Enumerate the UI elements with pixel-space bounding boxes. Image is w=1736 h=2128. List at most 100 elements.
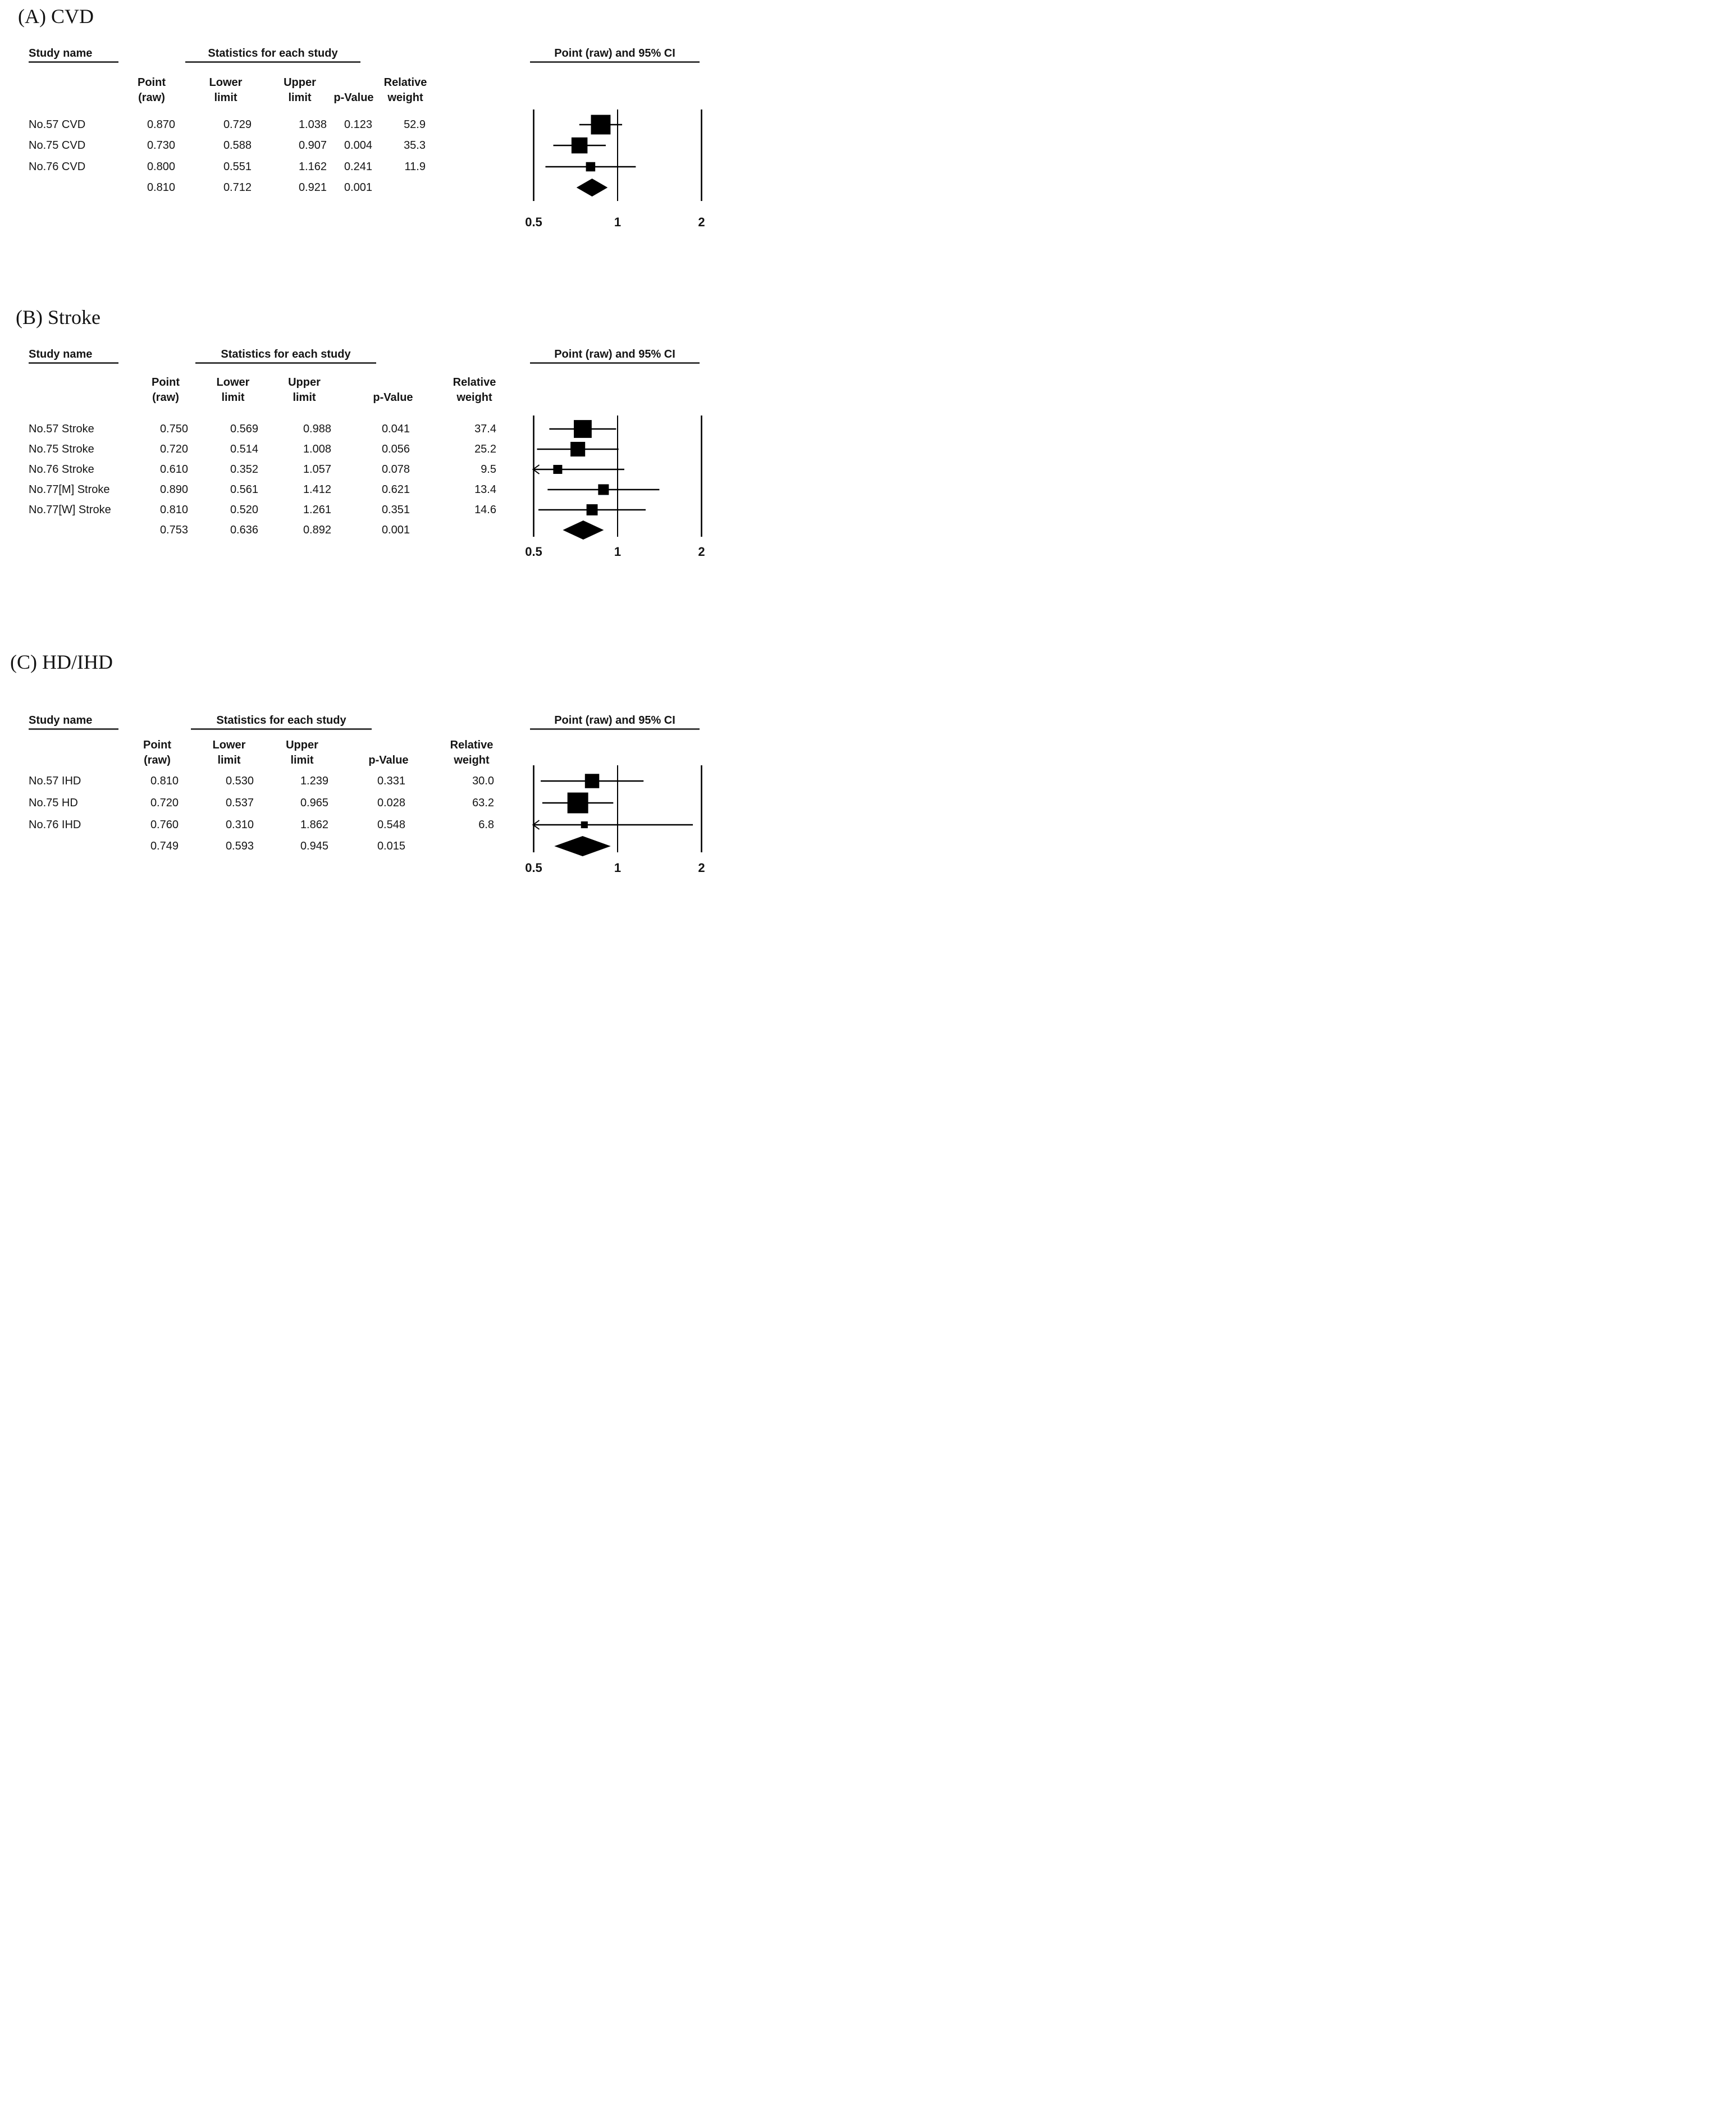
subheader-line: (raw) [138, 92, 165, 104]
relative-weight-cell: 35.3 [404, 139, 426, 152]
panel-hd-ihd: (C) HD/IHD Study name Statistics for eac… [0, 640, 719, 881]
study-row: No.75 CVD 0.730 0.588 0.907 0.004 35.3 [0, 138, 522, 153]
upper-limit-cell: 1.862 [300, 819, 328, 831]
subheader-line: limit [217, 754, 241, 766]
point-cell: 0.749 [150, 840, 179, 852]
upper-limit-cell: 0.921 [298, 181, 327, 194]
point-cell: 0.750 [159, 423, 188, 435]
subheader-weight: Relative weight [369, 75, 442, 106]
subheader-line: weight [387, 92, 423, 104]
summary-diamond [576, 179, 608, 197]
subheader-pvalue: p-Value [352, 738, 425, 768]
subheader-line: Relative [453, 376, 496, 389]
study-name-cell: No.57 CVD [29, 118, 86, 131]
lower-limit-cell: 0.636 [230, 524, 258, 536]
point-cell: 0.610 [159, 463, 188, 476]
upper-limit-cell: 1.038 [298, 118, 327, 131]
p-value-cell: 0.056 [381, 443, 410, 455]
subheader-line: Lower [212, 739, 246, 751]
subheader-line: Point [138, 76, 166, 89]
forest-plot-svg [532, 765, 702, 856]
subheader-line: limit [288, 92, 312, 104]
lower-limit-cell: 0.310 [225, 819, 254, 831]
subheader-pvalue: p-Value [317, 75, 390, 106]
summary-row: 0.749 0.593 0.945 0.015 [0, 839, 522, 853]
point-square [598, 484, 609, 495]
relative-weight-cell: 63.2 [472, 797, 494, 809]
subheader-point: Point (raw) [115, 75, 188, 106]
upper-limit-cell: 1.057 [303, 463, 331, 476]
subheader-line: (raw) [144, 754, 171, 766]
lower-limit-cell: 0.530 [225, 775, 254, 787]
subheader-line: limit [290, 754, 314, 766]
relative-weight-cell: 52.9 [404, 118, 426, 131]
study-row: No.76 CVD 0.800 0.551 1.162 0.241 11.9 [0, 159, 522, 174]
panel-stroke: (B) Stroke Study name Statistics for eac… [0, 281, 719, 640]
point-cell: 0.730 [147, 139, 175, 152]
p-value-cell: 0.548 [377, 819, 405, 831]
forest-plot-svg [532, 415, 702, 540]
study-name-cell: No.77[M] Stroke [29, 483, 110, 496]
study-name-cell: No.76 CVD [29, 161, 86, 173]
forest-plot-svg [533, 109, 702, 201]
study-col-header: Study name [29, 714, 118, 730]
plot-col-header: Point (raw) and 95% CI [530, 348, 700, 364]
point-cell: 0.720 [150, 797, 179, 809]
stats-col-header: Statistics for each study [185, 47, 360, 63]
axis-tick-label: 1 [614, 215, 622, 229]
p-value-cell: 0.004 [344, 139, 372, 152]
subheader-line: (raw) [152, 391, 179, 404]
p-value-cell: 0.331 [377, 775, 405, 787]
subheader-line: limit [293, 391, 316, 404]
point-square [586, 162, 596, 172]
point-square [581, 821, 588, 829]
lower-limit-cell: 0.569 [230, 423, 258, 435]
upper-limit-cell: 1.239 [300, 775, 328, 787]
subheader-line: weight [454, 754, 490, 766]
point-square [584, 774, 600, 788]
lower-limit-cell: 0.352 [230, 463, 258, 476]
p-value-cell: 0.351 [381, 504, 410, 516]
study-name-cell: No.75 HD [29, 797, 78, 809]
point-square [586, 504, 598, 515]
upper-limit-cell: 0.892 [303, 524, 331, 536]
subheader-line: Relative [450, 739, 494, 751]
study-row: No.76 Stroke 0.610 0.352 1.057 0.078 9.5 [0, 462, 522, 477]
subheader-line: Lower [209, 76, 243, 89]
summary-diamond [563, 520, 604, 540]
study-name-cell: No.76 IHD [29, 819, 81, 831]
subheader-line: weight [456, 391, 492, 404]
study-row: No.77[W] Stroke 0.810 0.520 1.261 0.351 14.6 [0, 503, 522, 517]
upper-limit-cell: 0.907 [298, 139, 327, 152]
lower-limit-cell: 0.551 [223, 161, 252, 173]
left-clip-arrow [532, 464, 540, 474]
p-value-cell: 0.621 [381, 483, 410, 496]
p-value-cell: 0.001 [344, 181, 372, 194]
subheader-line: Lower [216, 376, 250, 389]
subheader-line: p-Value [368, 754, 409, 766]
subheader-weight: Relative weight [435, 738, 508, 768]
axis-tick-label: 0.5 [525, 861, 542, 875]
panel-title: (B) Stroke [16, 306, 100, 328]
p-value-cell: 0.028 [377, 797, 405, 809]
subheader-upper: Upper limit [263, 75, 336, 106]
lower-limit-cell: 0.593 [225, 840, 254, 852]
summary-row: 0.810 0.712 0.921 0.001 [0, 180, 522, 195]
point-square [591, 115, 611, 135]
study-row: No.57 IHD 0.810 0.530 1.239 0.331 30.0 [0, 774, 522, 788]
axis-tick-label: 2 [698, 215, 705, 229]
study-col-header: Study name [29, 348, 118, 364]
plot-col-header: Point (raw) and 95% CI [530, 714, 700, 730]
subheader-line: Upper [288, 376, 321, 389]
subheader-line: Upper [284, 76, 316, 89]
subheader-lower: Lower limit [193, 738, 266, 768]
point-cell: 0.810 [159, 504, 188, 516]
upper-limit-cell: 0.945 [300, 840, 328, 852]
subheader-weight: Relative weight [438, 375, 511, 405]
upper-limit-cell: 1.261 [303, 504, 331, 516]
p-value-cell: 0.015 [377, 840, 405, 852]
point-square [567, 792, 588, 814]
subheader-line: Point [152, 376, 180, 389]
panel-title: (A) CVD [18, 5, 94, 28]
lower-limit-cell: 0.729 [223, 118, 252, 131]
